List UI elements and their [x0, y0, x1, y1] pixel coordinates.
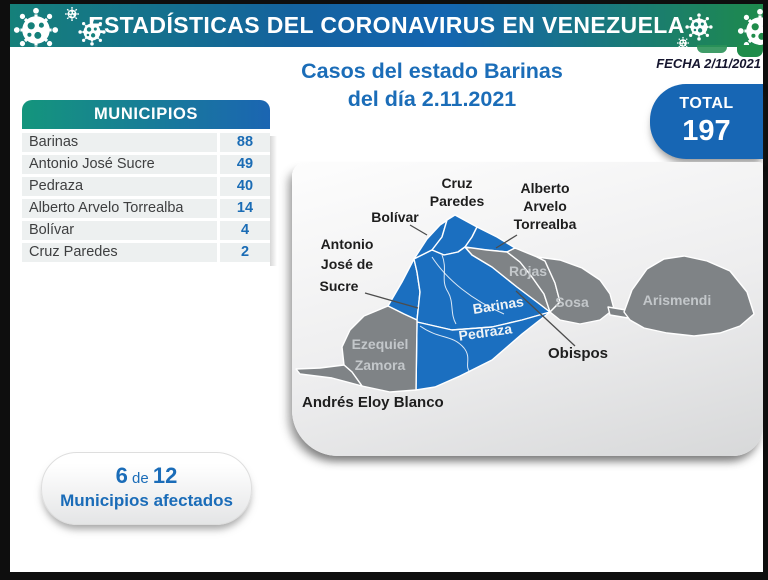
- map-label-cruz-paredes: Cruz: [441, 175, 472, 191]
- table-header: MUNICIPIOS: [22, 100, 270, 129]
- leader-obispos: [515, 290, 576, 347]
- leader-alberto-arvelo-torrealba: [495, 234, 518, 249]
- affected-caption: Municipios afectados: [60, 491, 233, 510]
- header-band: ESTADÍSTICAS DEL CORONAVIRUS EN VENEZUEL…: [10, 4, 763, 47]
- affected-summary-pill: 6 de 12 Municipios afectados: [41, 452, 252, 525]
- municipios-table: MUNICIPIOS Barinas 88 Antonio José Sucre…: [22, 100, 270, 265]
- table-row: Alberto Arvelo Torrealba 14: [22, 199, 270, 218]
- map-label-antonio-jose-de-sucre: Antonio: [321, 236, 374, 252]
- municipio-name: Antonio José Sucre: [22, 155, 217, 174]
- total-label: TOTAL: [679, 95, 734, 112]
- total-municipios: 12: [152, 463, 178, 488]
- map-label-andres-eloy-blanco: Andrés Eloy Blanco: [302, 394, 444, 411]
- municipio-name: Alberto Arvelo Torrealba: [22, 199, 217, 218]
- main-title-line2: del día 2.11.2021: [347, 87, 517, 111]
- river-line: [431, 256, 505, 315]
- total-value: 197: [682, 115, 731, 147]
- map-label-barinas: Barinas: [472, 293, 525, 317]
- map-region-pedraza: [415, 311, 551, 391]
- municipio-cases: 40: [220, 177, 270, 196]
- municipio-name: Barinas: [22, 133, 217, 152]
- header-overflow-decoration: [697, 45, 727, 53]
- date-label: FECHA 2/11/2021: [656, 56, 761, 71]
- map-label-antonio-jose-de-sucre: José de: [321, 256, 373, 272]
- main-title: Casos del estado Barinas del día 2.11.20…: [290, 57, 574, 113]
- municipio-name: Cruz Paredes: [22, 243, 217, 262]
- main-title-line1: Casos del estado Barinas: [301, 59, 563, 83]
- river-line: [441, 254, 457, 325]
- municipio-name: Pedraza: [22, 177, 217, 196]
- map-label-pedraza: Pedraza: [458, 320, 514, 343]
- map-panel: Cruz Paredes Alberto Arvelo Torrealba Bo…: [292, 162, 763, 456]
- map-label-alberto-arvelo-torrealba: Arvelo: [523, 198, 567, 214]
- barinas-municipalities-map: Cruz Paredes Alberto Arvelo Torrealba Bo…: [295, 175, 755, 411]
- table-body: Barinas 88 Antonio José Sucre 49 Pedraza…: [22, 133, 270, 262]
- municipio-cases: 14: [220, 199, 270, 218]
- map-label-cruz-paredes: Paredes: [430, 193, 485, 209]
- map-label-obispos: Obispos: [548, 345, 608, 362]
- table-row: Cruz Paredes 2: [22, 243, 270, 262]
- total-cases-box: TOTAL 197: [650, 84, 763, 159]
- municipio-cases: 88: [220, 133, 270, 152]
- header-overflow-decoration: [737, 45, 763, 57]
- of-word: de: [132, 470, 149, 487]
- affected-count: 6: [115, 463, 128, 488]
- municipio-name: Bolívar: [22, 221, 217, 240]
- table-row: Barinas 88: [22, 133, 270, 152]
- table-row: Antonio José Sucre 49: [22, 155, 270, 174]
- page-title: ESTADÍSTICAS DEL CORONAVIRUS EN VENEZUEL…: [88, 12, 685, 38]
- map-label-rojas: Rojas: [509, 263, 547, 279]
- map-label-bolivar: Bolívar: [371, 209, 419, 225]
- leader-antonio-jose-de-sucre: [364, 292, 419, 309]
- map-label-sosa: Sosa: [555, 294, 589, 310]
- municipio-cases: 4: [220, 221, 270, 240]
- table-row: Bolívar 4: [22, 221, 270, 240]
- affected-count-line: 6 de 12: [42, 463, 251, 489]
- map-label-alberto-arvelo-torrealba: Alberto: [521, 180, 570, 196]
- map-region-andres-eloy-blanco: [295, 364, 363, 387]
- map-label-ezequiel-zamora: Zamora: [355, 357, 406, 373]
- municipio-cases: 49: [220, 155, 270, 174]
- map-label-ezequiel-zamora: Ezequiel: [352, 336, 409, 352]
- map-label-arismendi: Arismendi: [643, 292, 711, 308]
- map-label-alberto-arvelo-torrealba: Torrealba: [514, 216, 577, 232]
- table-shadow: [270, 136, 277, 266]
- map-label-antonio-jose-de-sucre: Sucre: [320, 278, 359, 294]
- map-region-arismendi: [623, 255, 755, 337]
- table-row: Pedraza 40: [22, 177, 270, 196]
- river-line: [419, 325, 471, 373]
- leader-bolivar: [409, 224, 428, 236]
- map-region-sosa: [536, 256, 615, 325]
- municipio-cases: 2: [220, 243, 270, 262]
